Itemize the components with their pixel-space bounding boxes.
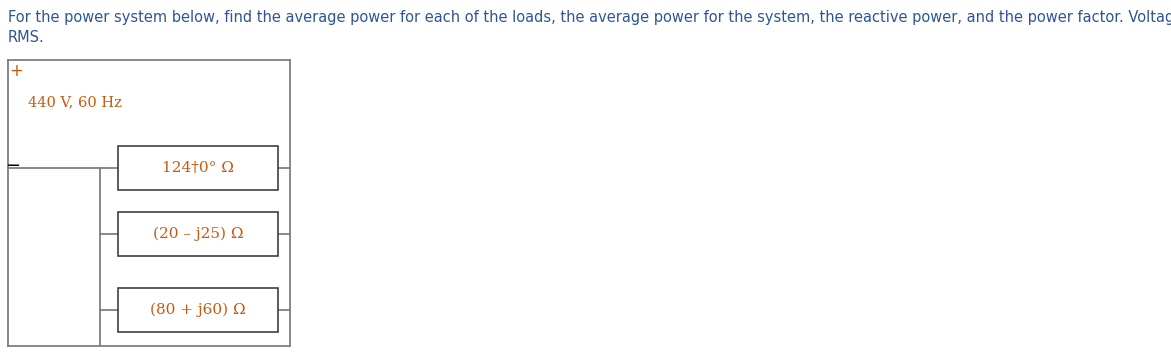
Bar	[118, 146, 278, 190]
Text: 124†0° Ω: 124†0° Ω	[162, 161, 234, 175]
Text: (80 + j60) Ω: (80 + j60) Ω	[150, 303, 246, 317]
Text: For the power system below, find the average power for each of the loads, the av: For the power system below, find the ave…	[8, 10, 1171, 25]
Text: 440 V, 60 Hz: 440 V, 60 Hz	[28, 95, 122, 109]
Bar	[118, 212, 278, 256]
Bar	[118, 288, 278, 332]
Text: −: −	[5, 157, 20, 175]
Text: RMS.: RMS.	[8, 30, 44, 45]
Text: +: +	[9, 62, 23, 80]
Text: (20 – j25) Ω: (20 – j25) Ω	[152, 227, 244, 241]
